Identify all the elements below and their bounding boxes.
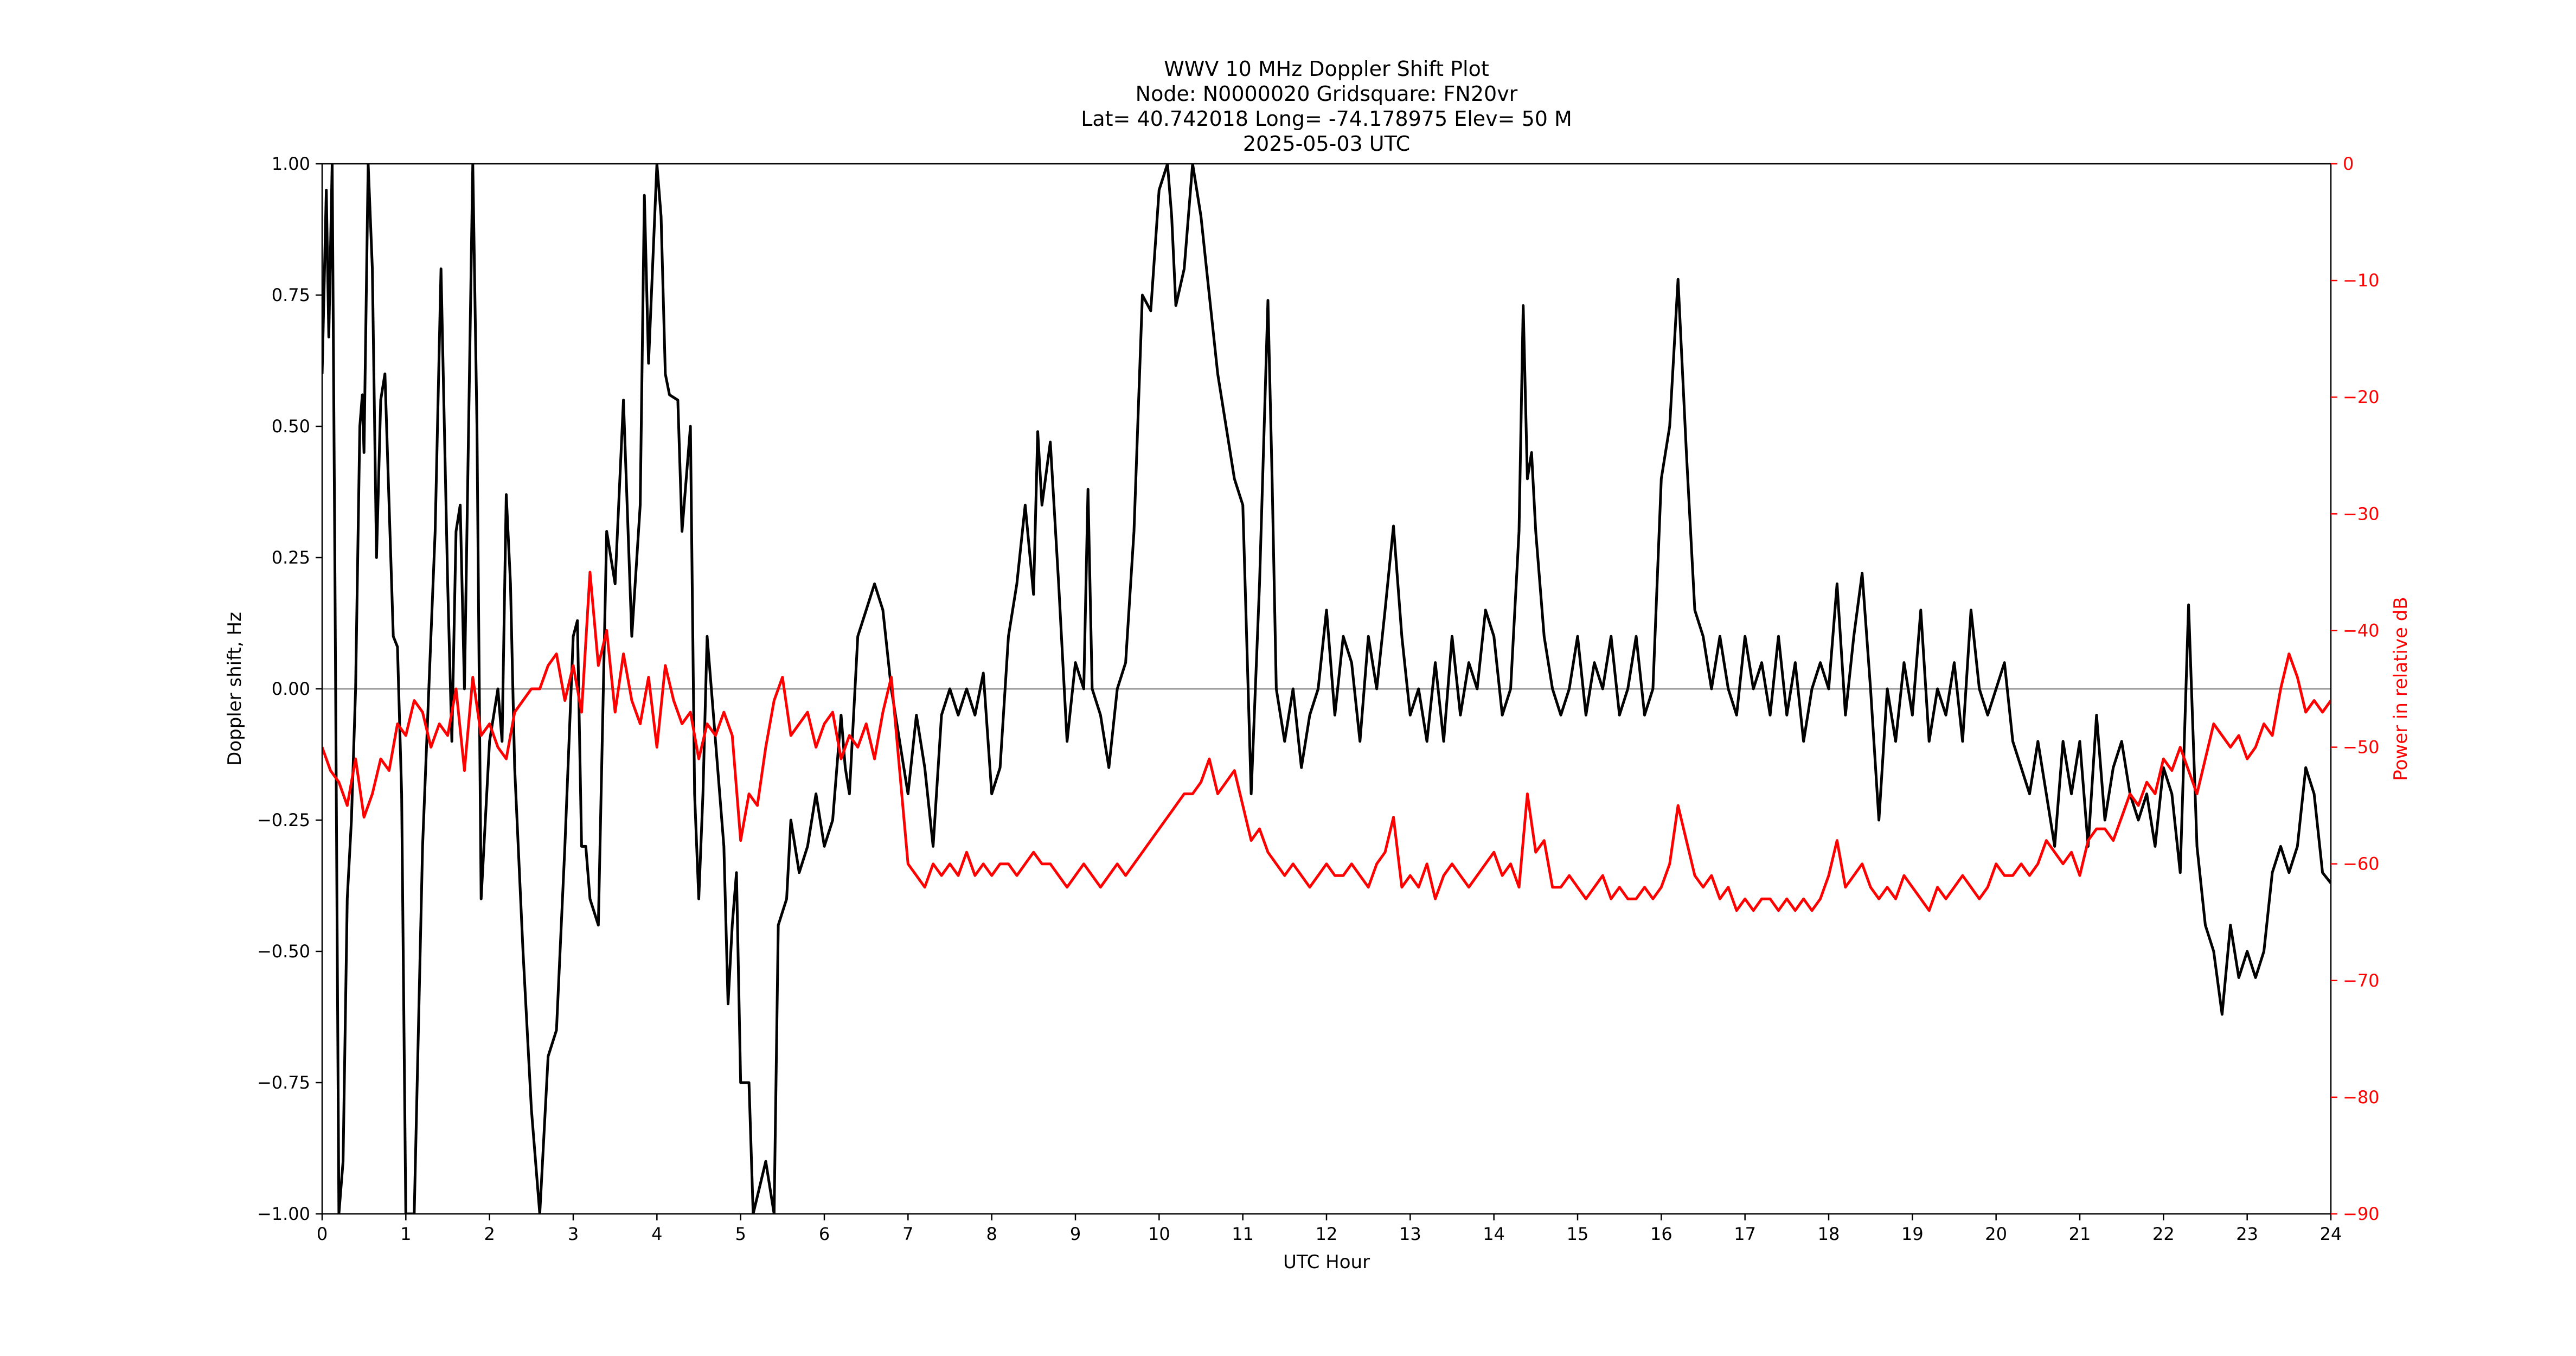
left-y-tick-label: −1.00 [257,1204,310,1224]
x-tick-label: 23 [2236,1224,2258,1244]
x-tick-label: 14 [1483,1224,1505,1244]
x-axis-label: UTC Hour [1283,1251,1370,1273]
title-line: Node: N0000020 Gridsquare: FN20vr [1136,82,1518,106]
right-y-tick-label: −90 [2343,1204,2380,1224]
left-y-tick-label: 0.00 [272,679,310,699]
right-y-tick-label: −80 [2343,1087,2380,1108]
x-tick-label: 15 [1567,1224,1589,1244]
x-tick-label: 8 [986,1224,997,1244]
left-y-tick-label: 0.50 [272,416,310,437]
left-y-axis-ticks: 1.00 0.75 0.50 0.25 0.00 −0.25 −0.50 −0.75 −1.00 [257,153,322,1224]
left-y-tick-label: −0.25 [257,810,310,830]
left-y-axis-label: Doppler shift, Hz [224,612,246,766]
left-y-tick-label: 1.00 [272,153,310,174]
left-y-tick-label: −0.50 [257,941,310,962]
title-line: WWV 10 MHz Doppler Shift Plot [1164,57,1489,81]
x-tick-label: 12 [1316,1224,1338,1244]
title-line: 2025-05-03 UTC [1243,132,1410,156]
x-tick-label: 9 [1070,1224,1081,1244]
x-tick-label: 2 [484,1224,495,1244]
right-y-tick-label: −70 [2343,970,2380,991]
right-y-tick-label: −30 [2343,503,2380,524]
left-y-tick-label: 0.25 [272,547,310,568]
right-y-tick-label: −50 [2343,737,2380,758]
right-y-tick-label: −10 [2343,270,2380,291]
x-tick-label: 16 [1650,1224,1673,1244]
x-tick-label: 0 [317,1224,328,1244]
right-y-axis-ticks: 0 −10 −20 −30 −40 −50 −60 −70 −80 −90 [2331,153,2380,1224]
x-tick-label: 7 [902,1224,913,1244]
right-y-tick-label: −60 [2343,854,2380,874]
right-y-axis-label: Power in relative dB [2390,597,2412,781]
x-tick-label: 3 [568,1224,579,1244]
right-y-tick-label: 0 [2343,153,2354,174]
title-line: Lat= 40.742018 Long= -74.178975 Elev= 50… [1081,107,1572,131]
x-tick-label: 5 [735,1224,746,1244]
right-y-tick-label: −20 [2343,387,2380,407]
x-axis-ticks: 0 1 2 3 4 5 6 7 8 9 10 11 12 13 14 15 16 17 18 19 20 21 22 23 24 [317,1214,2342,1244]
left-y-tick-label: 0.75 [272,285,310,305]
x-tick-label: 1 [400,1224,411,1244]
x-tick-label: 19 [1901,1224,1924,1244]
x-tick-label: 10 [1148,1224,1170,1244]
left-y-tick-label: −0.75 [257,1072,310,1093]
x-tick-label: 22 [2152,1224,2175,1244]
x-tick-label: 17 [1734,1224,1756,1244]
x-tick-label: 11 [1232,1224,1254,1244]
x-tick-label: 13 [1399,1224,1421,1244]
doppler-shift-line [322,164,2331,1214]
series-lines [322,164,2331,1214]
x-tick-label: 24 [2320,1224,2342,1244]
right-y-tick-label: −40 [2343,620,2380,641]
x-tick-label: 6 [819,1224,830,1244]
power-line [322,571,2331,912]
x-tick-label: 4 [651,1224,662,1244]
x-tick-label: 20 [1985,1224,2007,1244]
x-tick-label: 21 [2069,1224,2091,1244]
x-tick-label: 18 [1818,1224,1840,1244]
